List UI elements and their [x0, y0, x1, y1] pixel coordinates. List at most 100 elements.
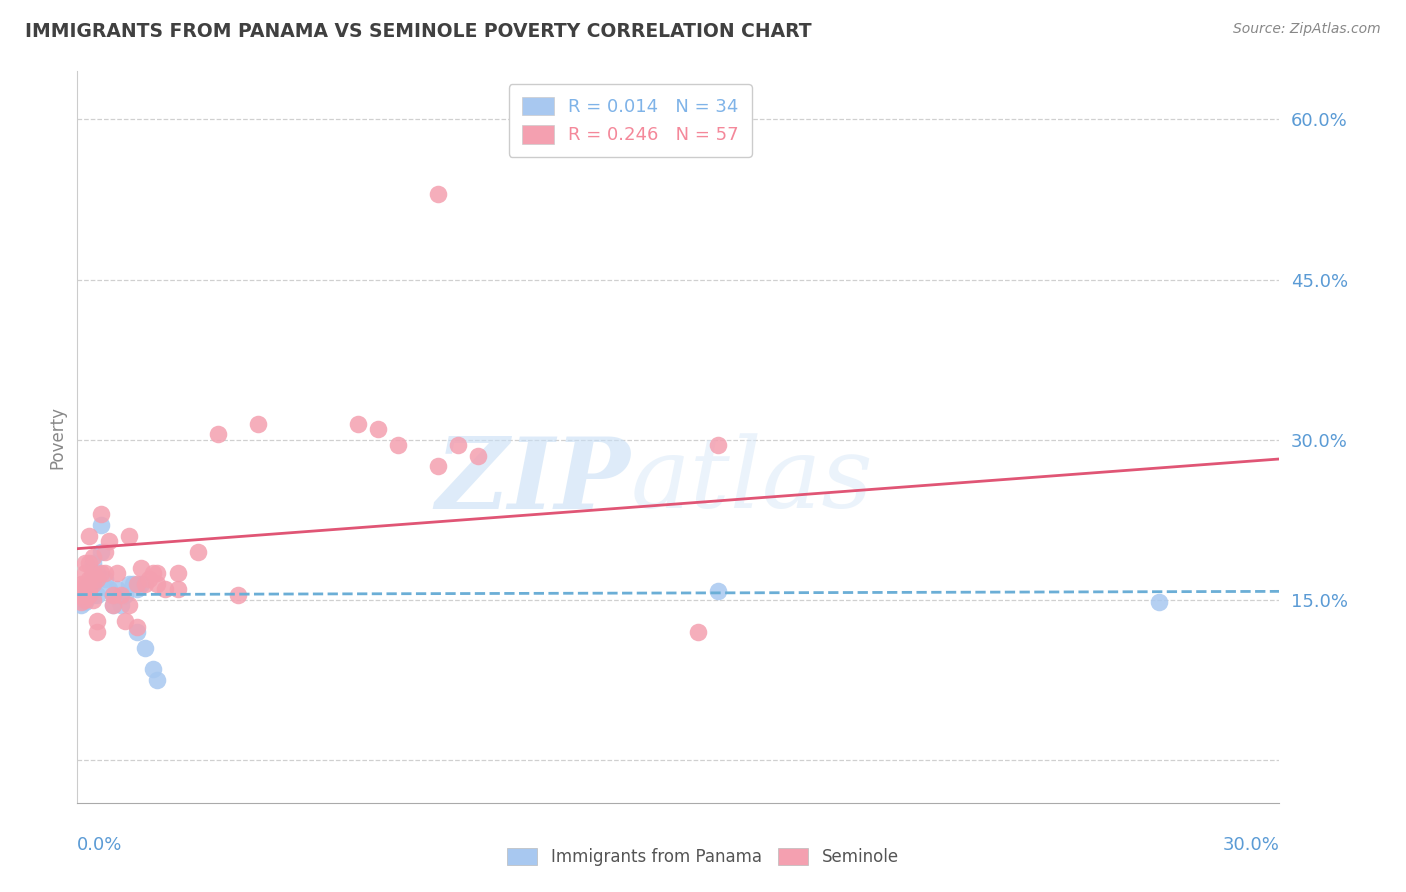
Point: [226, 588, 249, 602]
Point: [82, 593, 104, 607]
Point: [127, 582, 149, 597]
Point: [207, 427, 229, 442]
Point: [127, 624, 149, 639]
Point: [107, 566, 129, 581]
Point: [688, 624, 710, 639]
Text: ZIP: ZIP: [436, 433, 630, 529]
Point: [142, 566, 165, 581]
Text: 0.0%: 0.0%: [77, 836, 122, 854]
Point: [75, 588, 97, 602]
Point: [447, 438, 470, 452]
Point: [75, 556, 97, 570]
Text: atlas: atlas: [630, 434, 873, 529]
Point: [131, 577, 153, 591]
Point: [94, 545, 117, 559]
Point: [127, 577, 149, 591]
Point: [122, 577, 145, 591]
Point: [86, 624, 108, 639]
Point: [103, 599, 125, 613]
Point: [90, 545, 112, 559]
Point: [82, 550, 104, 565]
Legend: R = 0.014   N = 34, R = 0.246   N = 57: R = 0.014 N = 34, R = 0.246 N = 57: [509, 84, 752, 157]
Point: [82, 588, 104, 602]
Point: [75, 595, 97, 609]
Point: [427, 187, 450, 202]
Point: [82, 556, 104, 570]
Point: [75, 566, 97, 581]
Point: [142, 662, 165, 676]
Point: [166, 566, 188, 581]
Point: [79, 577, 101, 591]
Point: [70, 582, 93, 597]
Text: 30.0%: 30.0%: [1223, 836, 1279, 854]
Point: [246, 417, 269, 431]
Point: [134, 640, 156, 655]
Point: [127, 619, 149, 633]
Point: [347, 417, 370, 431]
Point: [86, 614, 108, 628]
Point: [103, 588, 125, 602]
Point: [70, 595, 93, 609]
Point: [98, 534, 121, 549]
Point: [146, 566, 169, 581]
Point: [90, 566, 112, 581]
Point: [70, 599, 93, 613]
Point: [90, 518, 112, 533]
Point: [186, 545, 209, 559]
Point: [79, 588, 101, 602]
Point: [75, 577, 97, 591]
Point: [131, 561, 153, 575]
Point: [114, 588, 136, 602]
Point: [82, 566, 104, 581]
Point: [367, 422, 389, 436]
Y-axis label: Poverty: Poverty: [48, 406, 66, 468]
Point: [79, 556, 101, 570]
Point: [82, 577, 104, 591]
Point: [427, 459, 450, 474]
Point: [75, 593, 97, 607]
Point: [707, 438, 730, 452]
Point: [107, 582, 129, 597]
Point: [79, 572, 101, 586]
Point: [118, 577, 141, 591]
Point: [86, 566, 108, 581]
Point: [86, 588, 108, 602]
Point: [110, 599, 132, 613]
Point: [103, 599, 125, 613]
Point: [94, 572, 117, 586]
Point: [146, 673, 169, 687]
Point: [86, 572, 108, 586]
Point: [707, 584, 730, 599]
Point: [138, 572, 160, 586]
Point: [467, 449, 489, 463]
Point: [110, 588, 132, 602]
Point: [118, 599, 141, 613]
Point: [155, 582, 177, 597]
Text: Source: ZipAtlas.com: Source: ZipAtlas.com: [1233, 22, 1381, 37]
Point: [114, 614, 136, 628]
Point: [82, 566, 104, 581]
Point: [166, 582, 188, 597]
Point: [75, 582, 97, 597]
Point: [75, 588, 97, 602]
Point: [70, 588, 93, 602]
Point: [82, 577, 104, 591]
Point: [103, 588, 125, 602]
Point: [98, 582, 121, 597]
Point: [86, 572, 108, 586]
Point: [118, 529, 141, 543]
Point: [79, 582, 101, 597]
Point: [79, 529, 101, 543]
Point: [146, 577, 169, 591]
Point: [94, 566, 117, 581]
Point: [70, 577, 93, 591]
Point: [134, 577, 156, 591]
Text: IMMIGRANTS FROM PANAMA VS SEMINOLE POVERTY CORRELATION CHART: IMMIGRANTS FROM PANAMA VS SEMINOLE POVER…: [25, 22, 811, 41]
Point: [70, 593, 93, 607]
Point: [79, 588, 101, 602]
Point: [387, 438, 409, 452]
Point: [79, 582, 101, 597]
Point: [1149, 595, 1171, 609]
Legend: Immigrants from Panama, Seminole: Immigrants from Panama, Seminole: [501, 841, 905, 873]
Point: [90, 508, 112, 522]
